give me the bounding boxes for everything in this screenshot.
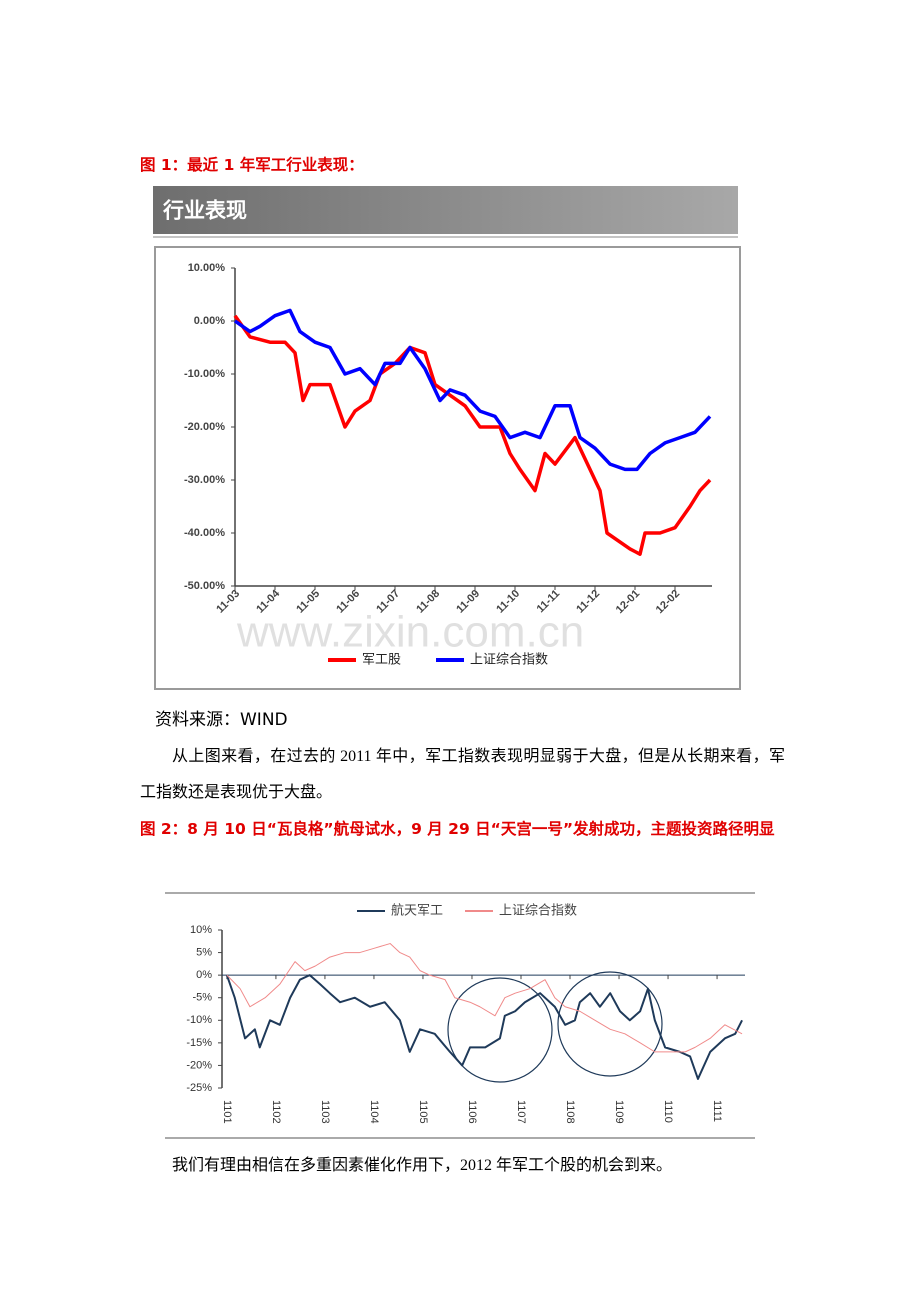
- x-tick-label: 1104: [368, 1100, 380, 1124]
- x-tick-label: 11-12: [574, 588, 602, 616]
- y-tick-label: 10%: [190, 924, 212, 936]
- x-tick-label: 1101: [221, 1100, 233, 1124]
- series-line: [225, 974, 743, 1080]
- watermark: www.zixin.com.cn: [236, 608, 584, 657]
- y-tick-label: 10.00%: [188, 262, 226, 274]
- y-tick-label: -10.00%: [184, 368, 225, 380]
- y-tick-label: -50.00%: [184, 580, 225, 592]
- y-tick-label: -20%: [186, 1059, 212, 1071]
- x-tick-label: 12-01: [614, 588, 642, 616]
- y-tick-label: -25%: [186, 1082, 212, 1094]
- y-tick-label: 0.00%: [194, 315, 225, 327]
- chart-frame: [154, 246, 741, 690]
- highlight-circle: [557, 971, 663, 1077]
- y-tick-label: 5%: [196, 946, 212, 958]
- x-tick-label: 1102: [270, 1100, 282, 1124]
- x-tick-label: 1106: [466, 1100, 478, 1124]
- paragraph: 我们有理由相信在多重因素催化作用下，2012 年军工个股的机会到来。: [172, 1157, 673, 1174]
- legend-label: 军工股: [362, 651, 401, 666]
- y-tick-label: -15%: [186, 1037, 212, 1049]
- x-tick-label: 1110: [662, 1100, 674, 1123]
- x-tick-label: 12-02: [654, 588, 682, 616]
- paragraph: 从上图来看，在过去的 2011 年中，军工指数表现明显弱于大盘，但是从长期来看，…: [140, 748, 785, 801]
- x-tick-label: 1103: [319, 1100, 331, 1124]
- series-line: [233, 314, 712, 556]
- series-line: [233, 308, 712, 472]
- y-tick-label: -10%: [186, 1014, 212, 1026]
- y-tick-label: -40.00%: [184, 527, 225, 539]
- y-tick-label: -30.00%: [184, 474, 225, 486]
- x-tick-label: 1108: [564, 1100, 576, 1124]
- legend-label: 上证综合指数: [470, 651, 548, 666]
- highlight-circle: [447, 977, 553, 1083]
- y-tick-label: 0%: [196, 969, 212, 981]
- x-tick-label: 1109: [613, 1100, 625, 1124]
- figure-caption: 图 2：8 月 10 日“瓦良格”航母试水，9 月 29 日“天宫一号”发射成功…: [140, 820, 775, 838]
- legend-label: 上证综合指数: [499, 902, 577, 917]
- figure-caption: 图 1：最近 1 年军工行业表现：: [140, 156, 364, 174]
- x-tick-label: 1111: [711, 1100, 723, 1122]
- y-tick-label: -5%: [192, 992, 212, 1004]
- chart-header: [153, 186, 738, 234]
- series-line: [226, 943, 743, 1053]
- x-tick-label: 1107: [515, 1100, 527, 1124]
- y-tick-label: -20.00%: [184, 421, 225, 433]
- source: 资料来源：WIND: [155, 710, 288, 730]
- chart-title: 行业表现: [162, 199, 247, 223]
- x-tick-label: 1105: [417, 1100, 429, 1124]
- legend-label: 航天军工: [391, 902, 443, 917]
